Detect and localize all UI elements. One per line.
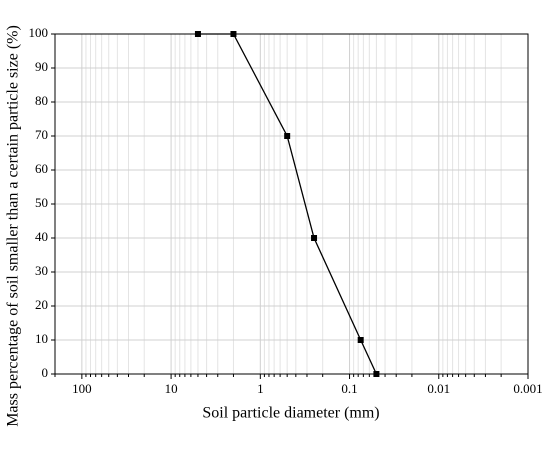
- data-point: [373, 371, 380, 377]
- x-axis-label: Soil particle diameter (mm): [202, 405, 379, 422]
- y-tick-label: 30: [35, 263, 48, 278]
- y-tick-label: 80: [35, 93, 48, 108]
- data-point: [357, 337, 364, 343]
- y-tick-label: 40: [35, 229, 48, 244]
- y-tick-label: 50: [35, 195, 48, 210]
- data-line: [197, 33, 377, 375]
- y-tick-label: 10: [35, 331, 48, 346]
- y-tick-label: 70: [35, 127, 48, 142]
- y-tick-label: 20: [35, 297, 48, 312]
- x-tick-label: 0.01: [427, 381, 450, 396]
- data-point: [194, 31, 201, 37]
- plot-frame: [54, 33, 529, 375]
- y-tick-label: 100: [29, 25, 49, 40]
- y-tick-label: 60: [35, 161, 48, 176]
- x-tick-label: 10: [165, 381, 178, 396]
- data-point: [311, 235, 318, 241]
- y-tick-label: 0: [42, 365, 49, 380]
- data-point: [284, 133, 291, 139]
- x-tick-label: 100: [72, 381, 92, 396]
- y-tick-label: 90: [35, 59, 48, 74]
- x-tick-label: 0.1: [341, 381, 357, 396]
- x-tick-label: 0.001: [513, 381, 542, 396]
- x-tick-label: 1: [257, 381, 264, 396]
- data-point: [230, 31, 237, 37]
- y-axis-label: Mass percentage of soil smaller than a c…: [5, 25, 22, 427]
